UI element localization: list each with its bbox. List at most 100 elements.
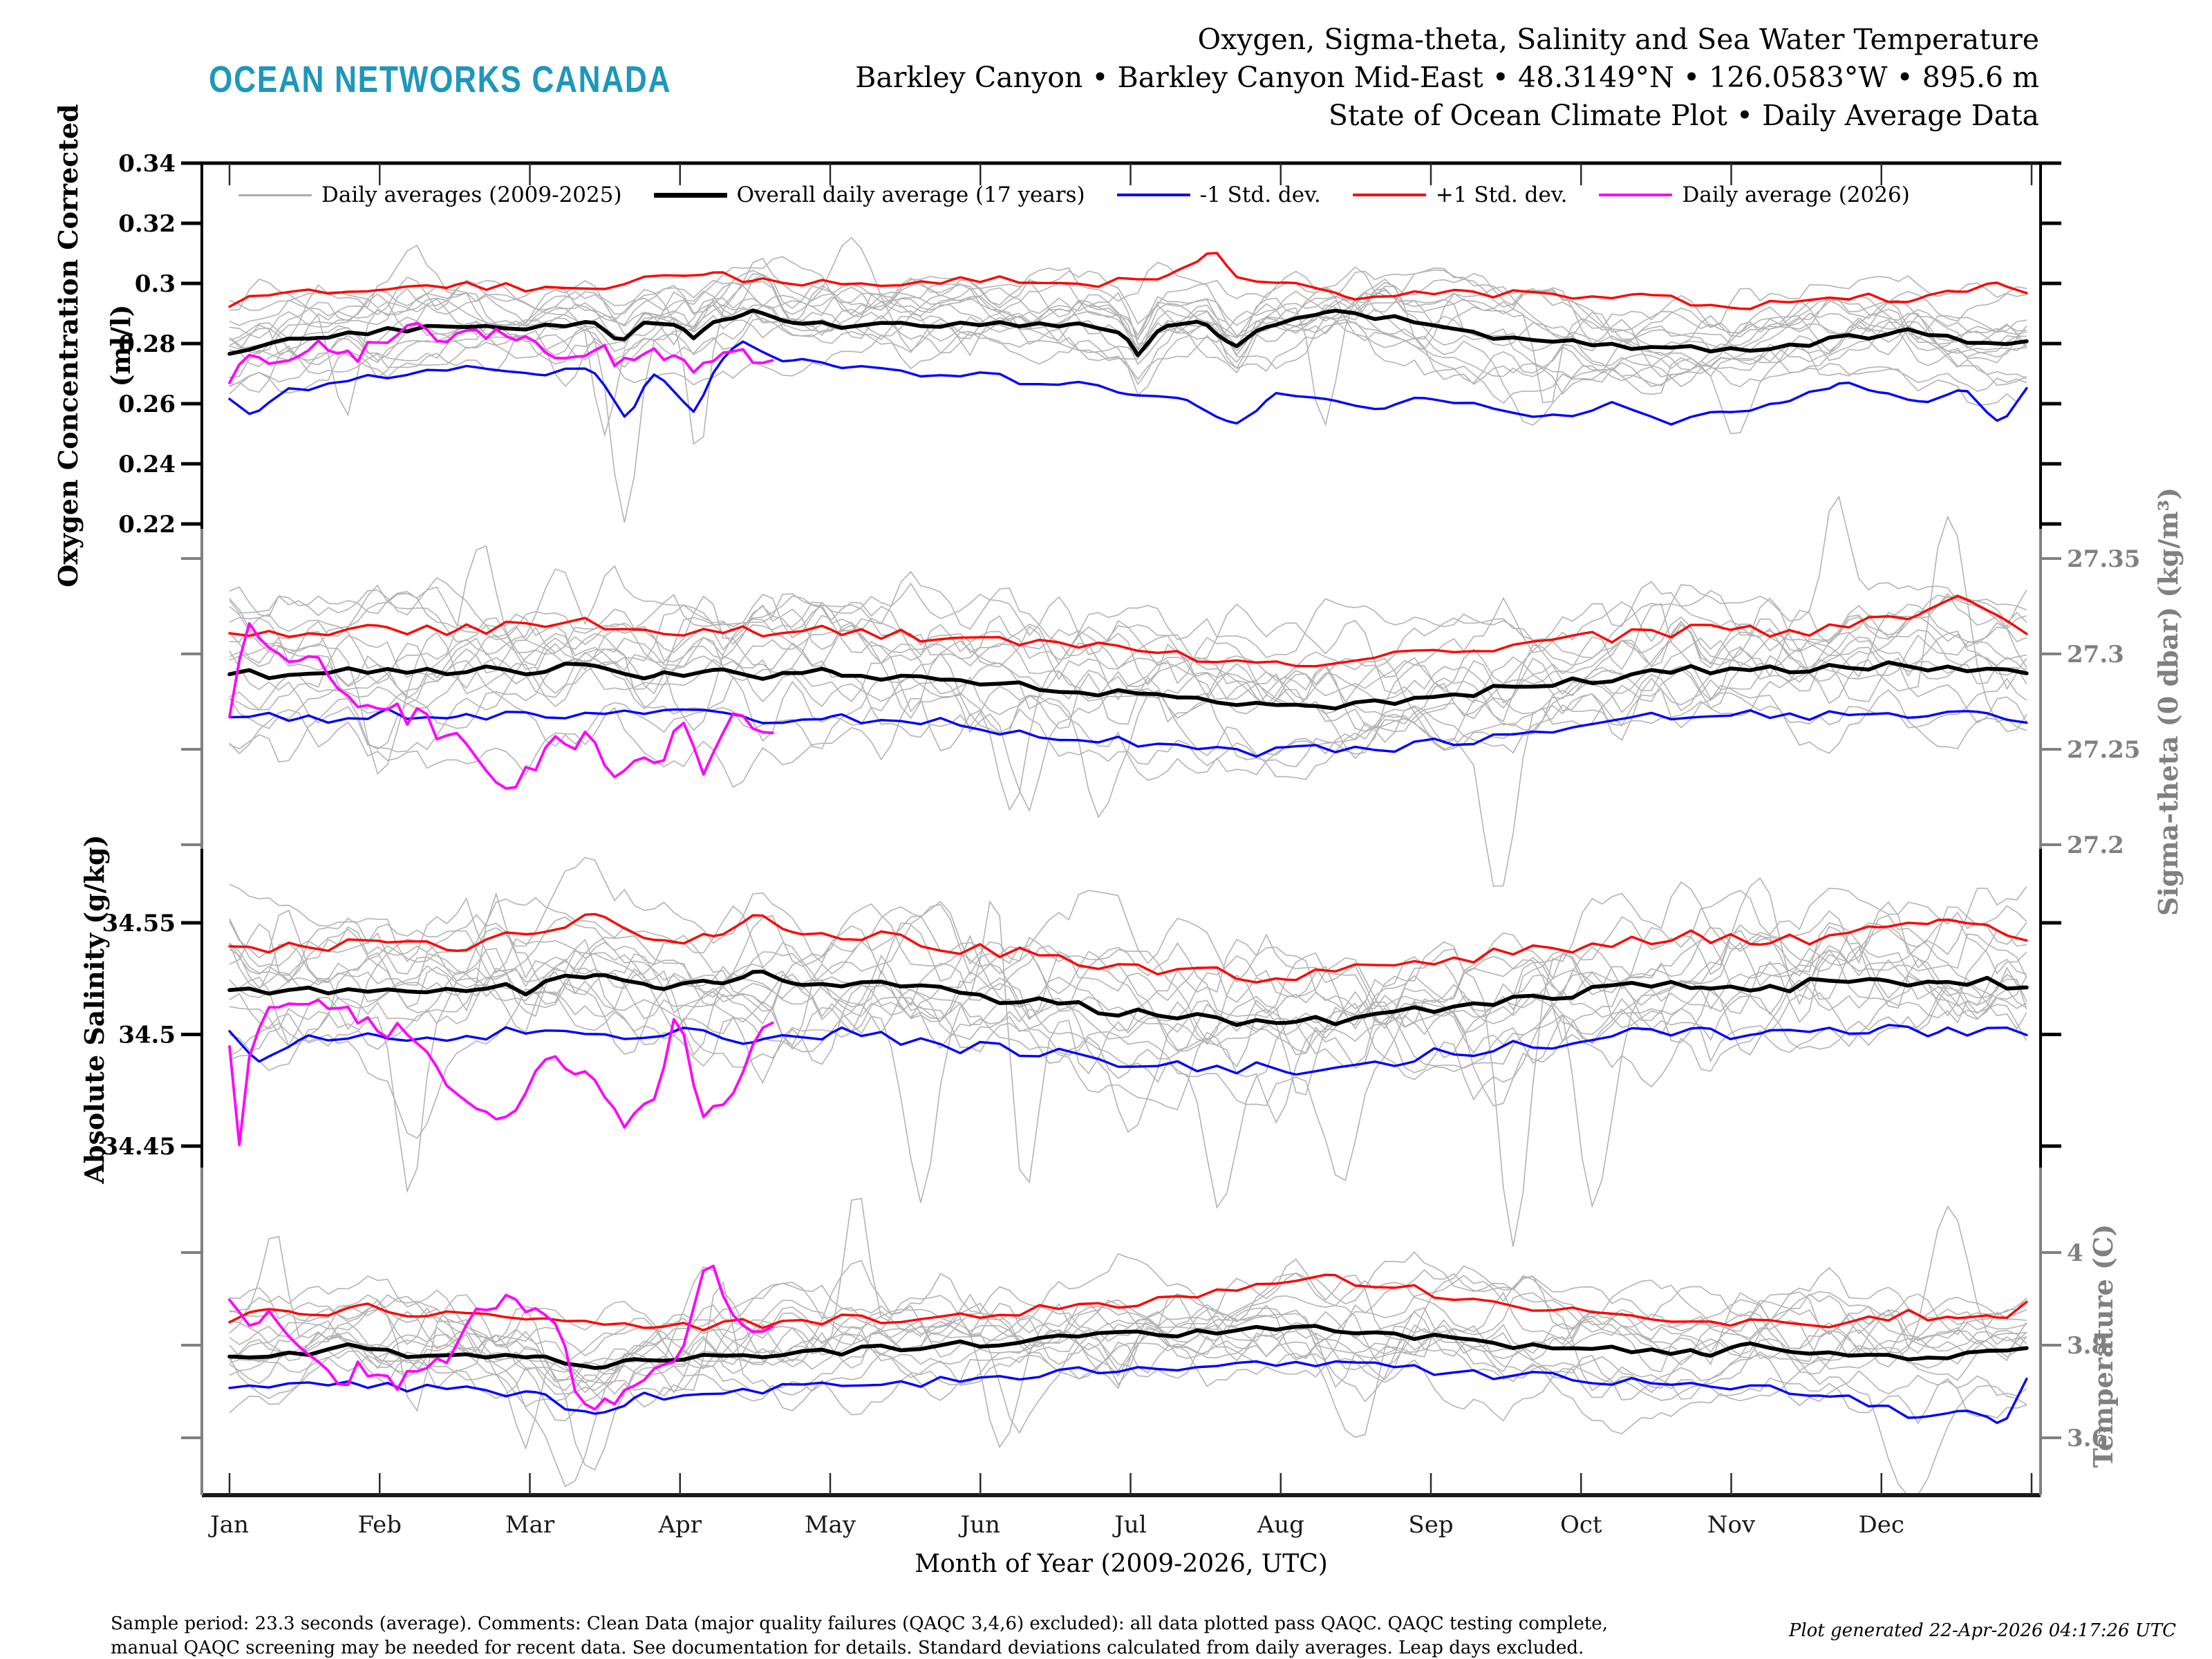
black-line-swatch-icon	[653, 192, 727, 198]
magenta-line-swatch-icon	[1599, 194, 1673, 196]
month-tick-label: Dec	[1859, 1511, 1904, 1539]
oxygen-daily2026-line	[228, 321, 774, 384]
series-layer	[227, 236, 2029, 1495]
sigma-ensemble-year-line	[229, 594, 2027, 729]
temperature-ensemble-year-line	[229, 1235, 2027, 1434]
oxygen-tick-label: 0.28	[118, 330, 176, 358]
oxygen-tick-label: 0.22	[118, 511, 176, 538]
oxygen-tick-label: 0.32	[118, 210, 176, 238]
temperature-minus1std-line	[228, 1360, 2028, 1425]
oxygen-axis-label: Oxygen Concentration Corrected	[53, 104, 84, 587]
sigma-tick-label: 27.2	[2067, 832, 2124, 859]
plot-title-line2: Barkley Canyon • Barkley Canyon Mid-East…	[855, 61, 2039, 94]
month-tick-label: Aug	[1257, 1511, 1304, 1539]
legend-item-minus-1-std: -1 Std. dev.	[1116, 182, 1321, 207]
month-tick-label: Feb	[357, 1511, 402, 1539]
legend-label: Daily averages (2009-2025)	[321, 182, 622, 207]
legend-item-daily-2026: Daily average (2026)	[1599, 182, 1910, 207]
sigma-ensemble-year-line	[229, 565, 2027, 812]
oxygen-minus1std-line	[228, 340, 2028, 426]
sigma-ensemble-year-line	[229, 631, 2027, 780]
legend-label: +1 Std. dev.	[1435, 182, 1568, 207]
temperature-tick-label: 3.6	[2067, 1425, 2108, 1452]
temperature-ensemble-year-line	[229, 1307, 2027, 1401]
legend-label: Daily average (2026)	[1682, 182, 1910, 207]
month-tick-label: Mar	[505, 1511, 555, 1539]
x-axis-label: Month of Year (2009-2026, UTC)	[915, 1550, 1328, 1578]
temperature-ensemble-year-line	[229, 1265, 2027, 1438]
oxygen-plus1std-line	[228, 252, 2028, 310]
sigma-minus1std-line	[228, 707, 2028, 758]
temperature-ensemble-year-line	[229, 1267, 2027, 1389]
salinity-ensemble-year-line	[229, 939, 2027, 1181]
salinity-plus1std-line	[228, 912, 2028, 984]
temperature-ensemble-year-line	[229, 1333, 2027, 1488]
oxygen-ensemble-year-line	[229, 273, 2027, 426]
temperature-ensemble-year-line	[229, 1258, 2027, 1375]
legend-label: -1 Std. dev.	[1199, 182, 1321, 207]
sigma-tick-label: 27.3	[2067, 641, 2124, 668]
red-line-swatch-icon	[1352, 194, 1426, 196]
sigma-ensemble-year-line	[229, 495, 2027, 760]
sigma-ensemble-year-line	[229, 571, 2027, 717]
sigma-tick-label: 27.35	[2067, 545, 2140, 573]
sigma-ensemble-year-line	[229, 657, 2027, 813]
oxygen-ensemble-year-line	[229, 321, 2027, 406]
sigma-axis-label: Sigma-theta (0 dbar) (kg/m³)	[2153, 487, 2184, 916]
axes-layer: Jan Feb Mar Apr May Jun Jul Aug Sep Oct Nov Dec Mont…	[53, 104, 2184, 1578]
footer-note-line2: manual QAQC screening may be needed for …	[111, 1638, 1584, 1658]
legend-item-plus-1-std: +1 Std. dev.	[1352, 182, 1568, 207]
salinity-daily2026-line	[228, 998, 774, 1147]
temperature-ensemble-year-line	[229, 1259, 2027, 1404]
chart-legend: Daily averages (2009-2025) Overall daily…	[238, 182, 1910, 207]
temperature-ensemble-year-line	[229, 1253, 2027, 1471]
footer-note-line1: Sample period: 23.3 seconds (average). C…	[111, 1613, 1608, 1634]
month-tick-label: Jan	[208, 1511, 249, 1539]
legend-label: Overall daily average (17 years)	[736, 182, 1085, 207]
salinity-tick-label: 34.55	[102, 910, 176, 937]
salinity-minus1std-line	[228, 1024, 2028, 1076]
month-tick-label: Sep	[1408, 1511, 1453, 1539]
month-tick-label: Jun	[959, 1511, 1000, 1539]
sigma-ensemble-year-line	[229, 577, 2027, 722]
salinity-ensemble-year-line	[229, 881, 2027, 1247]
oxygen-tick-label: 0.34	[118, 150, 176, 178]
sigma-ensemble-year-line	[229, 608, 2027, 887]
oxygen-ensemble-year-line	[229, 269, 2027, 368]
sigma-ensemble-year-line	[229, 671, 2027, 788]
oxygen-tick-label: 0.24	[118, 451, 176, 478]
salinity-ensemble-year-line	[229, 905, 2027, 1044]
legend-item-daily-averages: Daily averages (2009-2025)	[238, 182, 622, 207]
salinity-axis-label: Absolute Salinity (g/kg)	[79, 835, 110, 1185]
month-tick-label: May	[805, 1511, 856, 1539]
plot-title-block: Oxygen, Sigma-theta, Salinity and Sea Wa…	[855, 21, 2039, 135]
salinity-ensemble-year-line	[229, 914, 2027, 1133]
salinity-ensemble-year-line	[229, 905, 2027, 1025]
oxygen-overall-line	[227, 308, 2029, 357]
sigma-ensemble-year-line	[229, 515, 2027, 818]
onc-logo: OCEAN NETWORKS CANADA	[209, 59, 672, 100]
salinity-overall-line	[227, 969, 2029, 1027]
oxygen-ensemble-year-line	[229, 261, 2027, 339]
oxygen-tick-label: 0.3	[135, 270, 176, 298]
temperature-daily2026-line	[228, 1264, 774, 1411]
oxygen-axis-label: (ml/l)	[105, 305, 136, 387]
sigma-daily2026-line	[228, 622, 774, 790]
sigma-ensemble-year-line	[229, 582, 2027, 715]
salinity-ensemble-year-line	[229, 933, 2027, 1139]
plot-title-line1: Oxygen, Sigma-theta, Salinity and Sea Wa…	[1197, 23, 2039, 56]
temperature-ensemble-year-line	[229, 1273, 2027, 1378]
plot-title-line3: State of Ocean Climate Plot • Daily Aver…	[1328, 99, 2039, 132]
sigma-plus1std-line	[228, 594, 2028, 668]
month-tick-label: Oct	[1560, 1511, 1602, 1539]
temperature-ensemble-year-line	[229, 1281, 2027, 1495]
month-tick-label: Jul	[1112, 1511, 1146, 1539]
footer-note: Sample period: 23.3 seconds (average). C…	[111, 1612, 1608, 1659]
temperature-tick-label: 4	[2067, 1239, 2083, 1267]
gray-line-swatch-icon	[238, 194, 312, 196]
temperature-overall-line	[227, 1324, 2029, 1370]
salinity-tick-label: 34.45	[102, 1133, 176, 1161]
salinity-ensemble-year-line	[229, 856, 2027, 1024]
